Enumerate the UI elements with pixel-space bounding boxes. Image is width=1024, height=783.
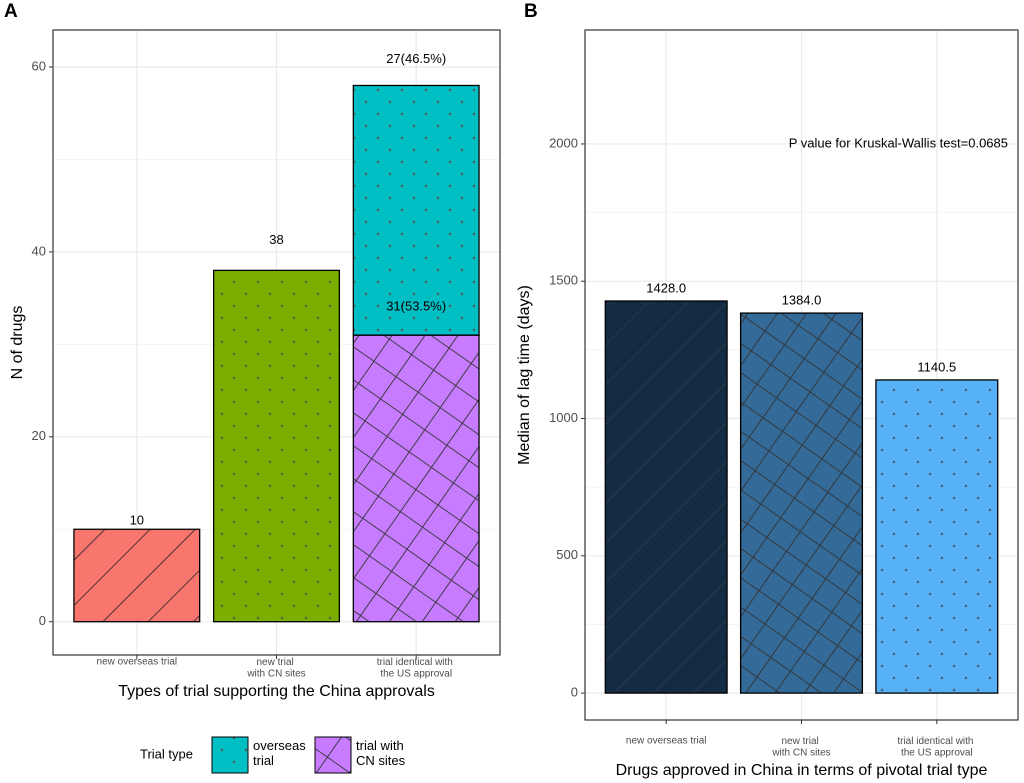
y-tick-label: 0	[571, 685, 578, 700]
panel-letter: A	[4, 1, 18, 22]
bar	[73, 528, 201, 623]
value-label: 31(53.5%)	[386, 299, 446, 314]
x-tick-label: new trial with CN sites	[771, 736, 830, 759]
value-label: 1384.0	[782, 293, 822, 308]
y-tick-label: 1500	[549, 273, 578, 288]
y-tick-label: 40	[32, 243, 46, 258]
legend-label: overseas trial	[253, 738, 309, 768]
value-label: 10	[130, 513, 144, 528]
value-label: 27(46.5%)	[386, 51, 446, 66]
legend-title: Trial type	[140, 746, 193, 761]
y-tick-label: 500	[556, 547, 578, 562]
y-tick-label: 20	[32, 428, 46, 443]
y-tick-label: 0	[39, 613, 46, 628]
x-tick-label: new overseas trial	[626, 736, 707, 747]
annotation: P value for Kruskal-Wallis test=0.0685	[789, 135, 1008, 150]
y-tick-label: 1000	[549, 410, 578, 425]
y-axis-title: Median of lag time (days)	[516, 285, 533, 465]
x-tick-label: new trial with CN sites	[246, 657, 305, 680]
value-label: 38	[269, 232, 283, 247]
bar	[739, 312, 864, 694]
legend-swatch	[211, 736, 249, 774]
x-tick-label: trial identical with the US approval	[377, 657, 456, 680]
legend-label: trial with CN sites	[356, 738, 407, 768]
legend-swatch	[314, 736, 352, 774]
bar	[604, 300, 728, 694]
plot-border	[52, 29, 501, 656]
y-tick-label: 60	[32, 58, 46, 73]
bar	[212, 269, 341, 623]
x-tick-label: new overseas trial	[97, 657, 178, 668]
y-axis-title: N of drugs	[9, 306, 26, 380]
x-axis-title: Drugs approved in China in terms of pivo…	[616, 762, 988, 779]
value-label: 1428.0	[646, 280, 686, 295]
x-axis-title: Types of trial supporting the China appr…	[118, 683, 435, 700]
y-tick-label: 2000	[549, 135, 578, 150]
bar	[352, 84, 480, 336]
plot-border	[584, 29, 1019, 721]
panel-letter: B	[524, 1, 538, 22]
x-tick-label: trial identical with the US approval	[897, 736, 976, 759]
bar	[352, 334, 480, 623]
value-label: 1140.5	[917, 359, 956, 374]
bar	[875, 379, 999, 694]
